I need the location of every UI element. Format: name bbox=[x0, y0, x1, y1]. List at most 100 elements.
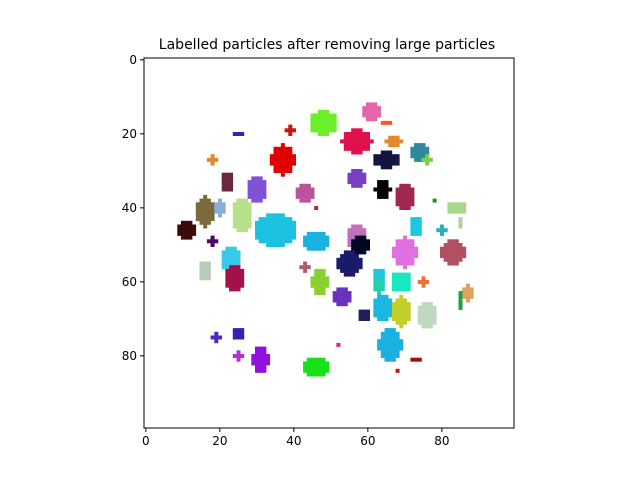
particle-13 bbox=[347, 169, 367, 188]
particle-pixel bbox=[399, 239, 404, 244]
particle-pixel bbox=[255, 224, 259, 229]
particle-pixel bbox=[432, 313, 437, 318]
particle-pixel bbox=[465, 298, 470, 303]
particle-pixel bbox=[255, 368, 259, 373]
particle-pixel bbox=[395, 139, 400, 144]
particle-pixel bbox=[380, 161, 385, 166]
particle-pixel bbox=[458, 209, 463, 214]
particle-pixel bbox=[377, 313, 382, 318]
particle-pixel bbox=[377, 309, 382, 314]
particle-pixel bbox=[395, 339, 400, 344]
particle-pixel bbox=[384, 165, 389, 170]
particle-pixel bbox=[377, 291, 382, 296]
particle-pixel bbox=[325, 128, 330, 133]
particle-pixel bbox=[377, 180, 382, 185]
particle-pixel bbox=[384, 317, 389, 321]
particle-pixel bbox=[280, 231, 285, 236]
particle-pixel bbox=[354, 135, 359, 140]
particle-pixel bbox=[343, 291, 348, 296]
particle-pixel bbox=[269, 224, 274, 229]
particle-pixel bbox=[199, 220, 204, 225]
particle-pixel bbox=[454, 246, 459, 251]
particle-pixel bbox=[410, 231, 415, 236]
particle-pixel bbox=[266, 213, 271, 218]
particle-pixel bbox=[406, 187, 411, 192]
particle-pixel bbox=[310, 187, 315, 192]
particle-pixel bbox=[317, 291, 322, 296]
particle-pixel bbox=[273, 235, 278, 240]
particle-pixel bbox=[403, 317, 407, 321]
particle-pixel bbox=[269, 243, 274, 247]
particle-pixel bbox=[347, 235, 352, 240]
particle-pixel bbox=[240, 217, 245, 222]
particle-pixel bbox=[354, 180, 359, 185]
particle-pixel bbox=[288, 165, 293, 170]
particle-pixel bbox=[192, 224, 197, 229]
particle-pixel bbox=[410, 261, 415, 266]
particle-pixel bbox=[195, 206, 200, 210]
particle-pixel bbox=[388, 150, 393, 155]
particle-pixel bbox=[406, 272, 411, 277]
particle-pixel bbox=[247, 217, 252, 222]
particle-pixel bbox=[236, 198, 241, 203]
particle-pixel bbox=[280, 228, 285, 233]
particle-pixel bbox=[221, 265, 226, 270]
particle-pixel bbox=[280, 146, 285, 151]
particle-pixel bbox=[317, 113, 322, 118]
particle-pixel bbox=[240, 272, 245, 277]
particle-pixel bbox=[366, 139, 370, 144]
particle-pixel bbox=[391, 339, 396, 344]
particle-pixel bbox=[210, 161, 215, 166]
particle-pixel bbox=[373, 268, 378, 273]
particle-pixel bbox=[314, 243, 319, 247]
particle-pixel bbox=[395, 198, 400, 203]
particle-pixel bbox=[399, 346, 404, 351]
particle-pixel bbox=[447, 243, 452, 247]
particle-pixel bbox=[343, 272, 348, 277]
particle-pixel bbox=[395, 305, 400, 310]
particle-pixel bbox=[266, 224, 271, 229]
particle-pixel bbox=[314, 361, 319, 366]
particle-pixel bbox=[403, 187, 407, 192]
particle-pixel bbox=[203, 217, 208, 222]
particle-pixel bbox=[321, 113, 326, 118]
particle-pixel bbox=[380, 183, 385, 188]
particle-pixel bbox=[425, 161, 430, 166]
particle-pixel bbox=[221, 254, 226, 259]
particle-pixel bbox=[440, 228, 444, 233]
particle-pixel bbox=[236, 265, 241, 270]
particle-pixel bbox=[447, 254, 452, 259]
particle-pixel bbox=[321, 280, 326, 284]
particle-pixel bbox=[462, 209, 467, 214]
particle-pixel bbox=[343, 298, 348, 303]
particle-pixel bbox=[399, 202, 404, 207]
particle-pixel bbox=[221, 172, 226, 177]
particle-pixel bbox=[247, 191, 252, 196]
particle-pixel bbox=[399, 339, 404, 344]
particle-pixel bbox=[321, 276, 326, 281]
particle-pixel bbox=[343, 139, 348, 144]
particle-pixel bbox=[229, 268, 234, 273]
particle-pixel bbox=[388, 313, 393, 318]
particle-pixel bbox=[284, 228, 289, 233]
particle-pixel bbox=[266, 243, 271, 247]
particle-pixel bbox=[380, 191, 385, 196]
particle-pixel bbox=[347, 291, 352, 296]
particle-pixel bbox=[258, 365, 263, 370]
particle-pixel bbox=[280, 169, 285, 173]
particle-pixel bbox=[358, 128, 363, 133]
particle-7 bbox=[421, 154, 433, 166]
particle-pixel bbox=[406, 194, 411, 199]
particle-pixel bbox=[251, 198, 256, 203]
particle-pixel bbox=[451, 202, 456, 207]
particle-pixel bbox=[258, 180, 263, 185]
particle-pixel bbox=[284, 224, 289, 229]
particle-pixel bbox=[377, 154, 382, 159]
particle-pixel bbox=[373, 157, 378, 162]
particle-pixel bbox=[273, 165, 278, 170]
particle-pixel bbox=[262, 180, 267, 185]
particle-pixel bbox=[273, 220, 278, 225]
particle-pixel bbox=[258, 350, 263, 355]
particle-pixel bbox=[206, 276, 211, 281]
particle-pixel bbox=[229, 180, 234, 185]
